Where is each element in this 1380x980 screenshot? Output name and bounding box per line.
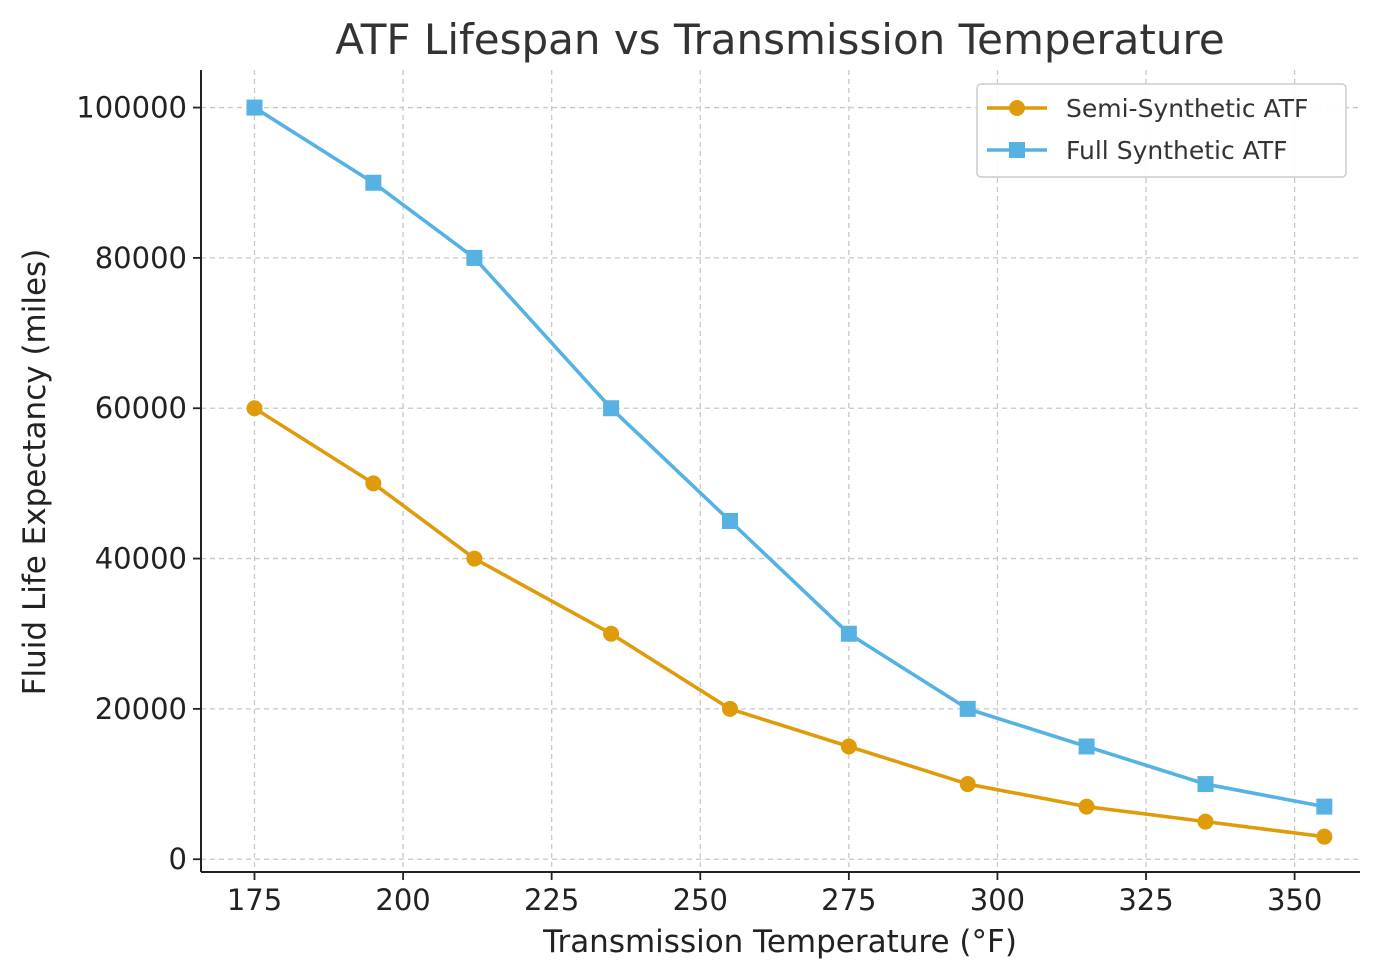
x-tick-label: 175	[227, 883, 282, 917]
x-axis-label: Transmission Temperature (°F)	[542, 924, 1017, 960]
data-point	[365, 174, 382, 191]
y-tick-label: 100000	[76, 91, 187, 125]
data-point	[959, 776, 976, 793]
data-point	[1316, 798, 1333, 815]
ticks: 175 200 225 250 275 300 325 350 0 20000 40000 60000…	[76, 91, 1322, 917]
data-point	[1078, 798, 1095, 815]
x-tick-label: 225	[524, 883, 579, 917]
data-point	[365, 475, 382, 492]
y-tick-label: 0	[169, 842, 187, 876]
data-point	[466, 249, 483, 266]
x-tick-label: 250	[673, 883, 728, 917]
legend: Semi-Synthetic ATF Full Synthetic ATF	[976, 83, 1347, 178]
axes	[200, 70, 1360, 873]
x-tick-label: 350	[1267, 883, 1322, 917]
data-point	[603, 400, 620, 417]
chart-title: ATF Lifespan vs Transmission Temperature	[335, 15, 1224, 64]
data-point	[721, 700, 738, 717]
legend-entry: Semi-Synthetic ATF	[987, 94, 1308, 123]
legend-marker	[1009, 142, 1025, 158]
data-point	[603, 625, 620, 642]
y-tick-label: 80000	[95, 241, 187, 275]
y-axis-label: Fluid Life Expectancy (miles)	[17, 249, 53, 696]
legend-box	[976, 83, 1347, 178]
x-tick-label: 275	[821, 883, 876, 917]
data-point	[1197, 776, 1214, 793]
data-point	[246, 400, 263, 417]
y-tick-label: 20000	[95, 692, 187, 726]
x-tick-label: 300	[970, 883, 1025, 917]
data-point	[1316, 828, 1333, 845]
series-full-synthetic	[246, 99, 1333, 815]
x-tick-label: 200	[375, 883, 430, 917]
x-tick-label: 325	[1118, 883, 1173, 917]
data-point	[246, 99, 263, 116]
series-semi-synthetic	[246, 400, 1333, 845]
series-line	[253, 406, 1325, 839]
data-point	[1197, 813, 1214, 830]
data-point	[840, 738, 857, 755]
data-point	[840, 625, 857, 642]
series-line	[253, 106, 1325, 809]
data-point	[959, 700, 976, 717]
data-point	[721, 512, 738, 529]
legend-entry: Full Synthetic ATF	[987, 136, 1287, 165]
data-point	[1078, 738, 1095, 755]
y-tick-label: 60000	[95, 391, 187, 425]
data-point	[466, 550, 483, 567]
legend-label: Full Synthetic ATF	[1066, 136, 1287, 165]
series-layer	[246, 99, 1333, 845]
legend-label: Semi-Synthetic ATF	[1066, 94, 1308, 123]
y-tick-label: 40000	[95, 542, 187, 576]
legend-marker	[1009, 100, 1025, 116]
